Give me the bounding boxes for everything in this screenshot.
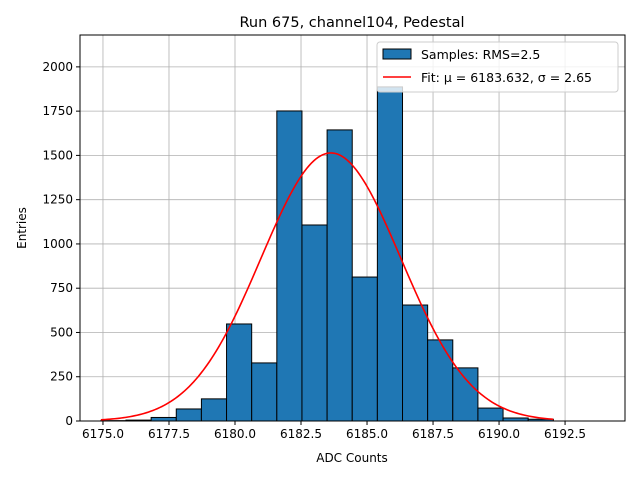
x-tick-label: 6192.5 xyxy=(544,427,586,441)
histogram-bar xyxy=(276,110,303,422)
y-tick-label: 250 xyxy=(50,370,73,384)
histogram-bar xyxy=(200,398,228,422)
legend-swatch-samples xyxy=(382,48,412,60)
y-tick-label: 1000 xyxy=(42,237,73,251)
legend-box xyxy=(376,41,619,93)
x-tick-label: 6175.0 xyxy=(82,427,124,441)
x-tick-label: 6185.0 xyxy=(346,427,388,441)
legend-label-fit: Fit: μ = 6183.632, σ = 2.65 xyxy=(421,70,592,85)
histogram-bar xyxy=(301,224,328,422)
histogram-bar xyxy=(226,323,253,422)
x-tick-label: 6182.5 xyxy=(280,427,322,441)
chart-title: Run 675, channel104, Pedestal xyxy=(239,15,464,31)
y-axis-ticks: 0 250 500 750 1000 1250 1500 1750 2000 xyxy=(42,60,80,428)
y-tick-label: 0 xyxy=(65,414,73,428)
y-tick-label: 2000 xyxy=(42,60,73,74)
legend: Samples: RMS=2.5 Fit: μ = 6183.632, σ = … xyxy=(376,41,619,93)
x-tick-label: 6190.0 xyxy=(478,427,520,441)
histogram-bar xyxy=(477,407,504,422)
histogram-bar xyxy=(150,416,177,422)
x-axis-label: ADC Counts xyxy=(316,451,388,465)
legend-label-samples: Samples: RMS=2.5 xyxy=(421,47,540,62)
x-tick-label: 6180.0 xyxy=(214,427,256,441)
histogram-bar xyxy=(351,276,378,422)
histogram-bars xyxy=(100,86,554,422)
y-axis-label: Entries xyxy=(15,207,29,249)
y-tick-label: 1750 xyxy=(42,104,73,118)
x-tick-label: 6177.5 xyxy=(148,427,190,441)
y-tick-label: 1500 xyxy=(42,148,73,162)
histogram-bar xyxy=(175,408,202,422)
y-tick-label: 500 xyxy=(50,325,73,339)
histogram-bar xyxy=(251,362,278,422)
histogram-bar xyxy=(402,304,429,422)
histogram-bar xyxy=(427,339,454,422)
x-tick-label: 6187.5 xyxy=(412,427,454,441)
fit-curve xyxy=(100,152,554,421)
plot-frame xyxy=(79,34,626,422)
y-tick-label: 750 xyxy=(50,281,73,295)
histogram-bar xyxy=(326,129,353,422)
y-tick-label: 1250 xyxy=(42,193,73,207)
x-axis-ticks: 6175.0 6177.5 6180.0 6182.5 6185.0 6187.5 6190… xyxy=(82,421,586,441)
histogram-bar xyxy=(452,367,479,422)
